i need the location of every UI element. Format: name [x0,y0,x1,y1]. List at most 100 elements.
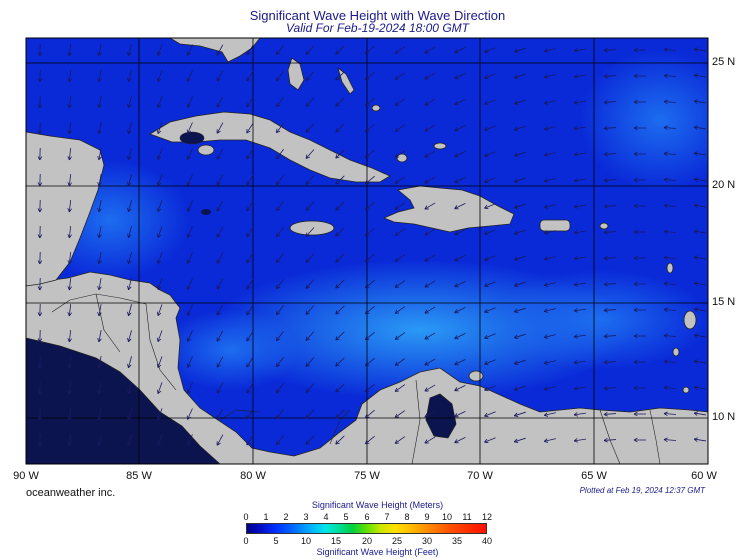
wave-direction-arrow-icon [335,279,345,289]
wave-direction-arrow-icon [693,125,706,130]
wave-direction-arrow-icon [663,229,677,235]
wave-direction-arrow-icon [305,383,315,393]
wave-direction-arrow-icon [97,408,102,421]
wave-direction-arrow-icon [216,70,224,82]
wave-direction-arrow-icon [246,226,254,238]
wave-direction-arrow-icon [693,281,706,286]
wave-direction-arrow-icon [513,359,526,365]
wave-direction-arrow-icon [543,204,556,209]
legend-tick-ft: 5 [273,536,279,546]
legend-tick-ft: 15 [330,536,342,546]
wave-direction-arrow-icon [693,255,706,260]
wave-direction-arrow-icon [454,410,466,418]
wave-direction-arrow-icon [335,253,345,263]
wave-direction-arrow-icon [573,230,586,235]
wave-direction-arrow-icon [275,200,284,212]
wave-direction-arrow-icon [275,434,284,446]
wave-direction-arrow-icon [454,46,466,54]
wave-direction-arrow-icon [67,277,72,291]
wave-direction-arrow-icon [633,47,647,53]
wave-direction-arrow-icon [513,203,526,209]
legend-tick-m: 4 [323,512,329,522]
wave-direction-arrow-icon [365,175,375,185]
wave-direction-arrow-icon [37,277,43,291]
wave-direction-arrow-icon [305,409,315,419]
wave-direction-arrow-icon [394,254,406,262]
wave-direction-arrow-icon [365,201,375,211]
wave-direction-arrow-icon [156,356,163,368]
wave-direction-arrow-icon [186,330,193,342]
wave-direction-arrow-icon [156,278,163,290]
wave-direction-arrow-icon [186,174,193,186]
wave-direction-arrow-icon [335,45,345,55]
wave-direction-arrow-icon [484,229,496,236]
legend-tick-ft: 40 [481,536,493,546]
wave-direction-arrow-icon [127,356,132,369]
wave-direction-arrow-icon [305,279,315,289]
wave-direction-arrow-icon [394,202,406,210]
wave-direction-arrow-icon [67,121,72,135]
wave-direction-arrow-icon [365,383,375,393]
wave-direction-arrow-icon [633,255,647,261]
land-virgin-islands [599,222,609,230]
wave-direction-arrow-icon [335,357,345,367]
wave-direction-arrow-icon [305,331,315,341]
wave-direction-arrow-icon [246,304,254,316]
wave-direction-arrow-icon [663,281,677,287]
legend-title-meters: Significant Wave Height (Meters) [311,500,444,510]
wave-direction-arrow-icon [543,48,556,53]
wave-direction-arrow-icon [603,151,617,157]
wave-direction-arrow-icon [513,229,526,235]
wave-direction-arrow-icon [424,150,436,158]
wave-direction-arrow-icon [156,96,163,108]
wave-direction-arrow-icon [633,177,647,183]
land-puerto-rico [539,219,571,232]
wave-direction-arrow-icon [97,148,102,161]
wave-direction-arrow-icon [335,201,345,211]
wave-direction-arrow-icon [394,436,406,444]
wave-direction-arrow-icon [424,98,436,106]
wave-direction-arrow-icon [365,331,375,341]
wave-direction-arrow-icon [513,307,526,313]
legend-tick-m: 7 [384,512,390,522]
wave-direction-arrow-icon [216,356,224,368]
wave-direction-arrow-icon [216,226,224,238]
wave-direction-arrow-icon [693,99,706,104]
wave-direction-arrow-icon [394,150,406,158]
wave-direction-arrow-icon [543,256,556,261]
wave-direction-arrow-icon [37,381,43,395]
wave-direction-arrow-icon [216,148,224,160]
wave-direction-arrow-icon [663,99,677,105]
wave-direction-arrow-icon [633,203,647,209]
wave-direction-arrow-icon [454,254,466,262]
wave-direction-arrow-icon [97,200,102,213]
wave-direction-arrow-icon [275,44,284,56]
wave-direction-arrow-icon [603,229,617,235]
wave-direction-arrow-icon [127,174,132,187]
wave-direction-arrow-icon [67,329,72,343]
wave-direction-arrow-icon [37,95,43,109]
wave-direction-arrow-icon [484,281,496,288]
legend-title-feet: Significant Wave Height (Feet) [316,547,439,557]
wave-direction-arrow-icon [275,70,284,82]
wave-direction-arrow-icon [37,329,43,343]
wave-direction-arrow-icon [275,226,284,238]
wave-direction-arrow-icon [305,45,315,55]
wave-direction-arrow-icon [127,434,132,447]
wave-direction-arrow-icon [156,44,163,56]
wave-direction-arrow-icon [246,96,254,108]
wave-direction-arrow-icon [156,148,163,160]
wave-direction-arrow-icon [513,151,526,157]
wave-direction-arrow-icon [335,227,345,237]
wave-direction-arrow-icon [633,73,647,79]
cayman-shelf [201,209,211,215]
wave-direction-arrow-icon [67,69,72,83]
wave-direction-arrow-icon [365,253,375,263]
wave-direction-arrow-icon [543,152,556,157]
wave-direction-arrow-icon [365,227,375,237]
wave-direction-arrow-icon [454,124,466,132]
wave-direction-arrow-icon [275,278,284,290]
wave-direction-arrow-icon [543,412,556,417]
wave-direction-arrow-icon [633,99,647,105]
land-cuba [149,111,391,183]
